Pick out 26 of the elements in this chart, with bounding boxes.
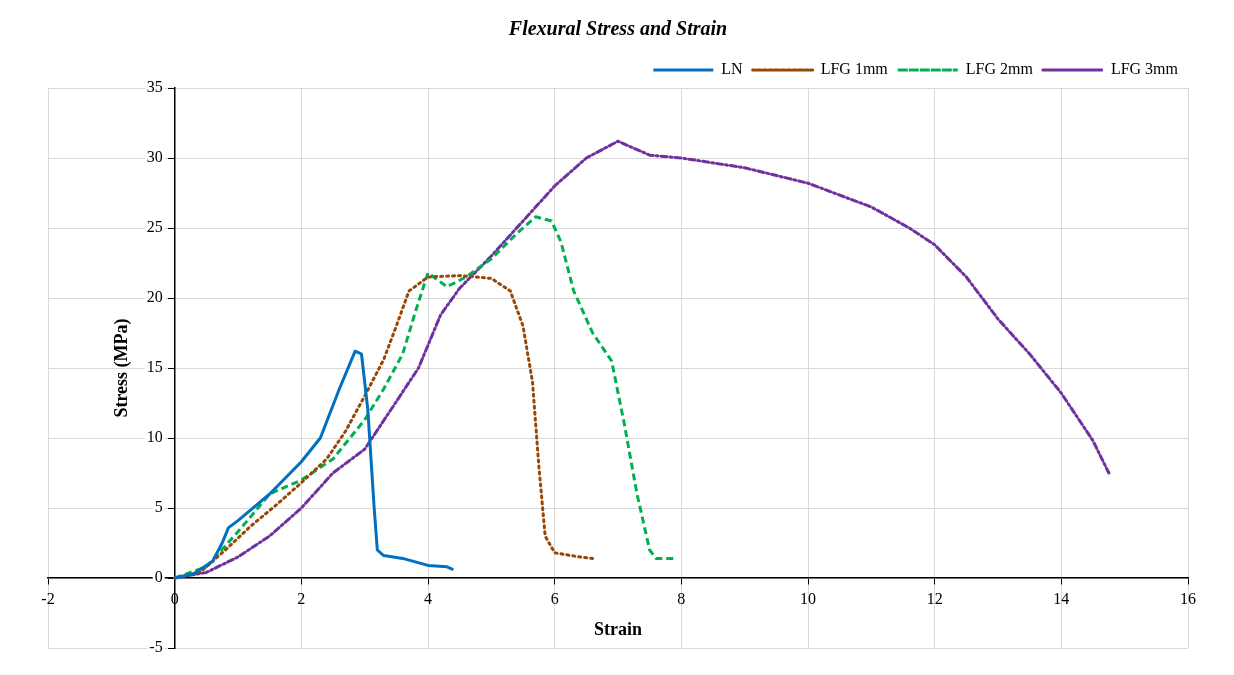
y-tick-label: 10 [146, 428, 163, 446]
y-tick-label: -5 [149, 638, 163, 656]
x-tick-label: -2 [41, 589, 55, 607]
line-series [173, 274, 595, 580]
chart-title: Flexural Stress and Strain [507, 17, 728, 40]
y-tick-label: 20 [146, 288, 163, 306]
y-tick-label: 0 [154, 568, 163, 586]
legend-label: LFG 2mm [965, 60, 1034, 78]
x-tick-label: 2 [297, 589, 306, 607]
y-tick-label: 5 [154, 498, 163, 516]
legend-label: LN [721, 60, 744, 78]
y-tick-label: 15 [146, 358, 163, 376]
x-tick-label: 12 [926, 589, 943, 607]
x-axis-title: Strain [593, 618, 643, 639]
x-tick-label: 6 [550, 589, 559, 607]
y-tick-label: 30 [146, 148, 163, 166]
x-tick-label: 14 [1053, 589, 1070, 607]
legend-label: LFG 1mm [820, 60, 889, 78]
x-tick-label: 4 [424, 589, 432, 607]
y-tick-label: 35 [146, 78, 163, 96]
y-axis-title: Stress (MPa) [111, 318, 133, 418]
legend-label: LFG 3mm [1110, 60, 1179, 78]
x-tick-label: 8 [677, 589, 686, 607]
x-tick-label: 16 [1180, 589, 1196, 607]
x-tick-label: 10 [800, 589, 816, 607]
y-tick-label: 25 [146, 218, 163, 236]
